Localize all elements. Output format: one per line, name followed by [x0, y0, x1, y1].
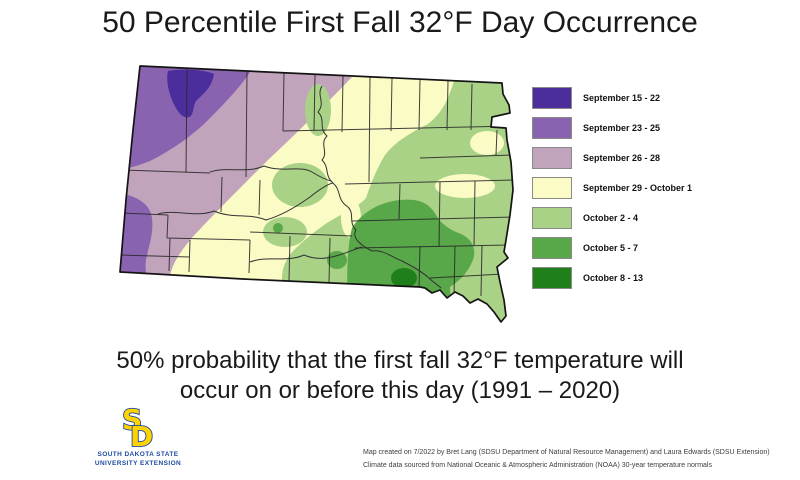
band-oct8-13: [391, 268, 417, 288]
legend-item: October 5 - 7: [532, 237, 692, 259]
legend-swatch: [532, 207, 572, 229]
legend-swatch: [532, 87, 572, 109]
svg-text:S: S: [122, 404, 142, 436]
county-lines: [120, 68, 513, 299]
logo-text: South Dakota State University Extension: [82, 450, 194, 468]
legend-item: September 26 - 28: [532, 147, 692, 169]
legend-item: September 23 - 25: [532, 117, 692, 139]
state-outline: [119, 65, 514, 323]
caption-line-2: occur on or before this day (1991 – 2020…: [179, 377, 621, 404]
river-lines: [157, 85, 442, 289]
legend-label: September 29 - October 1: [583, 183, 693, 193]
attribution-line-1: Map created on 7/2022 by Bret Lang (SDSU…: [363, 449, 770, 456]
legend-label: September 23 - 25: [583, 123, 661, 133]
sdsu-extension-logo: S D South Dakota State University Extens…: [82, 404, 194, 468]
svg-text:D: D: [130, 420, 153, 448]
legend-swatch: [532, 237, 572, 259]
page-title: 50 Percentile First Fall 32°F Day Occurr…: [102, 6, 698, 39]
legend-swatch: [532, 117, 572, 139]
logo-line-2: University Extension: [94, 460, 182, 467]
legend-label: October 5 - 7: [583, 243, 639, 253]
legend-label: September 15 - 22: [583, 93, 661, 103]
logo-line-1: South Dakota State: [97, 451, 179, 458]
attribution-line-2: Climate data sourced from National Ocean…: [363, 462, 712, 469]
legend-swatch: [532, 147, 572, 169]
south-dakota-map: [119, 65, 514, 323]
legend-swatch: [532, 267, 572, 289]
legend-label: October 8 - 13: [583, 273, 644, 283]
legend-item: October 2 - 4: [532, 207, 692, 229]
legend-label: September 26 - 28: [583, 153, 661, 163]
legend-item: September 29 - October 1: [532, 177, 692, 199]
legend-item: October 8 - 13: [532, 267, 692, 289]
band-sep15-22: [167, 69, 214, 118]
map-caption: 50% probability that the first fall 32°F…: [0, 346, 800, 406]
sdsu-monogram-icon: S D: [121, 404, 154, 448]
legend-label: October 2 - 4: [583, 213, 639, 223]
caption-line-1: 50% probability that the first fall 32°F…: [116, 347, 684, 374]
legend-item: September 15 - 22: [532, 87, 692, 109]
yellow-patches: [341, 131, 504, 238]
attribution: Map created on 7/2022 by Bret Lang (SDSU…: [363, 446, 783, 472]
legend: September 15 - 22 September 23 - 25 Sept…: [532, 87, 692, 297]
legend-swatch: [532, 177, 572, 199]
